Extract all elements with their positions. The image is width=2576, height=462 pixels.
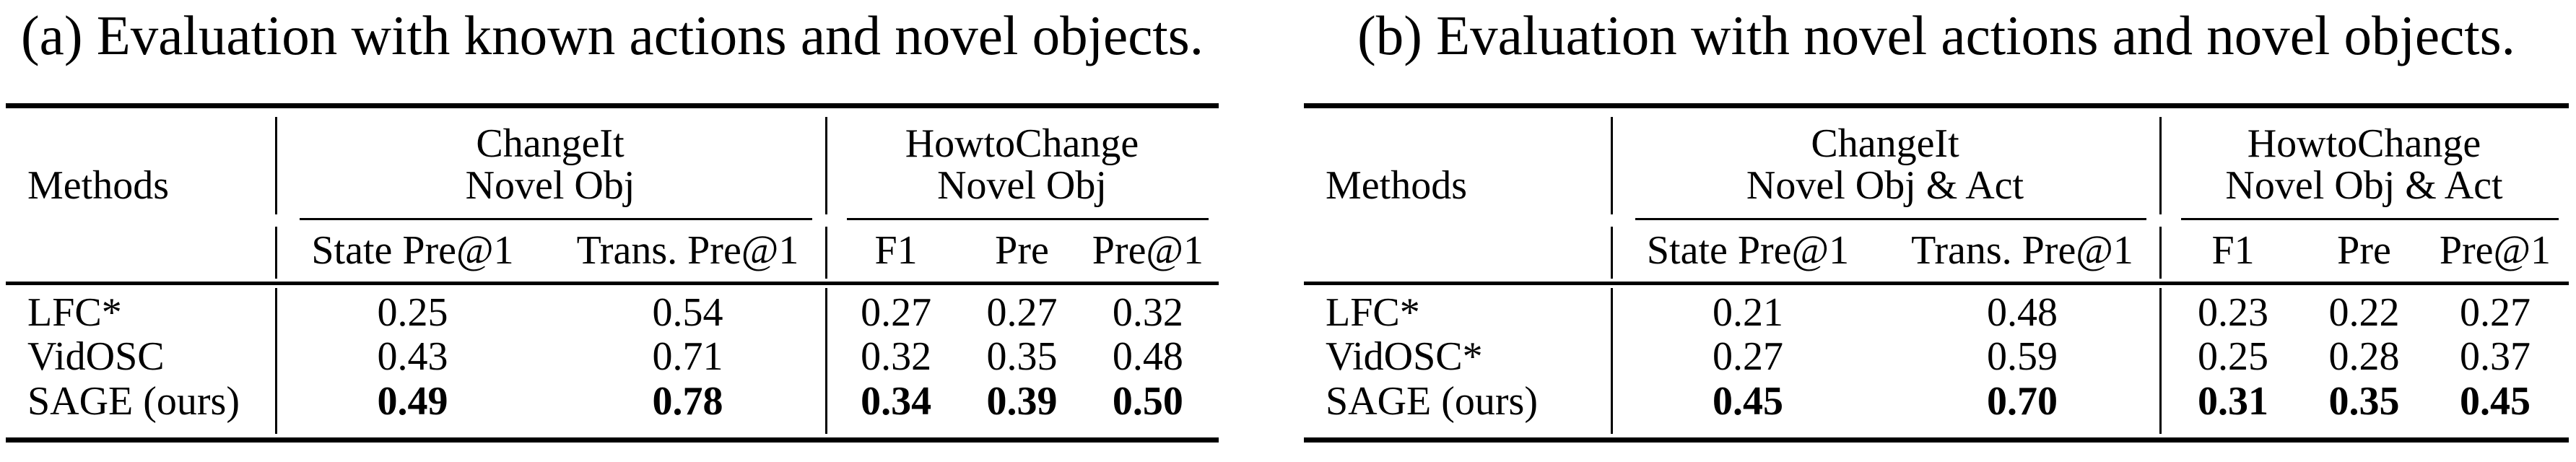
table-b-toprule: [1304, 103, 2569, 108]
value-cell-best: 0.50: [1112, 379, 1183, 424]
subcol-state-pre1: State Pre@1: [311, 228, 514, 273]
table-a-vertical-divider: [275, 227, 277, 279]
table-b-bottomrule: [1304, 437, 2569, 443]
table-a-toprule: [6, 103, 1219, 108]
value-cell: 0.27: [861, 290, 932, 335]
subcol-pre1: Pre@1: [1092, 228, 1204, 273]
table-b-vertical-divider: [2159, 227, 2162, 279]
value-cell: 0.27: [2459, 290, 2531, 335]
value-cell-best: 0.35: [2328, 379, 2400, 424]
method-cell: LFC*: [27, 290, 122, 335]
subcol-trans-pre1: Trans. Pre@1: [1911, 228, 2133, 273]
group-header-changeit-split: Novel Obj: [465, 163, 635, 208]
value-cell-best: 0.45: [2459, 379, 2531, 424]
value-cell: 0.21: [1713, 290, 1783, 335]
methods-header: Methods: [1326, 163, 1467, 208]
method-cell: SAGE (ours): [27, 379, 240, 424]
table-a-cmidrule-howtochange: [847, 218, 1209, 220]
subcol-trans-pre1: Trans. Pre@1: [576, 228, 799, 273]
value-cell-best: 0.39: [986, 379, 1058, 424]
group-header-changeit-split: Novel Obj & Act: [1746, 163, 2024, 208]
value-cell: 0.27: [986, 290, 1058, 335]
method-cell: SAGE (ours): [1326, 379, 1538, 424]
table-a-bottomrule: [6, 437, 1219, 443]
table-b-cmidrule-howtochange: [2181, 218, 2559, 220]
value-cell: 0.32: [861, 334, 932, 379]
value-cell: 0.23: [2198, 290, 2269, 335]
value-cell: 0.48: [1112, 334, 1183, 379]
table-b-vertical-divider: [2159, 117, 2162, 214]
value-cell: 0.37: [2459, 334, 2531, 379]
group-header-howtochange-dataset: HowtoChange: [905, 121, 1139, 166]
table-a-vertical-divider: [825, 288, 827, 434]
value-cell-best: 0.70: [1987, 379, 2058, 424]
group-header-changeit-dataset: ChangeIt: [476, 121, 625, 166]
group-header-howtochange-dataset: HowtoChange: [2247, 121, 2481, 166]
value-cell: 0.59: [1987, 334, 2058, 379]
value-cell: 0.27: [1713, 334, 1783, 379]
value-cell-best: 0.34: [861, 379, 932, 424]
table-b-vertical-divider: [2159, 288, 2162, 434]
table-a-caption: (a) Evaluation with known actions and no…: [21, 4, 1204, 66]
table-a-midrule: [6, 282, 1219, 285]
subcol-pre: Pre: [2337, 228, 2391, 273]
table-a-cmidrule-changeit: [300, 218, 812, 220]
table-b-panel: (b) Evaluation with novel actions and no…: [1304, 0, 2569, 462]
value-cell-best: 0.31: [2198, 379, 2269, 424]
method-cell: VidOSC: [27, 334, 165, 379]
method-cell: VidOSC*: [1326, 334, 1483, 379]
value-cell: 0.48: [1987, 290, 2058, 335]
value-cell: 0.32: [1112, 290, 1183, 335]
value-cell: 0.54: [652, 290, 723, 335]
value-cell-best: 0.45: [1713, 379, 1783, 424]
subcol-pre: Pre: [995, 228, 1049, 273]
value-cell: 0.71: [652, 334, 723, 379]
value-cell: 0.25: [2198, 334, 2269, 379]
table-b-vertical-divider: [1611, 117, 1613, 214]
group-header-howtochange-split: Novel Obj: [937, 163, 1107, 208]
table-b-midrule: [1304, 282, 2569, 285]
subcol-state-pre1: State Pre@1: [1646, 228, 1850, 273]
value-cell: 0.28: [2328, 334, 2400, 379]
group-header-changeit-dataset: ChangeIt: [1811, 121, 1959, 166]
table-a-vertical-divider: [825, 117, 827, 214]
table-b-vertical-divider: [1611, 288, 1613, 434]
method-cell: LFC*: [1326, 290, 1420, 335]
table-a-vertical-divider: [275, 288, 277, 434]
value-cell: 0.25: [377, 290, 448, 335]
value-cell: 0.22: [2328, 290, 2400, 335]
table-b-vertical-divider: [1611, 227, 1613, 279]
table-b-caption: (b) Evaluation with novel actions and no…: [1357, 4, 2515, 66]
table-a-vertical-divider: [825, 227, 827, 279]
subcol-f1: F1: [874, 228, 918, 273]
group-header-howtochange-split: Novel Obj & Act: [2225, 163, 2503, 208]
subcol-pre1: Pre@1: [2439, 228, 2551, 273]
value-cell-best: 0.78: [652, 379, 723, 424]
value-cell: 0.43: [377, 334, 448, 379]
table-b-cmidrule-changeit: [1635, 218, 2146, 220]
methods-header: Methods: [27, 163, 169, 208]
value-cell-best: 0.49: [377, 379, 448, 424]
subcol-f1: F1: [2211, 228, 2255, 273]
table-a-panel: (a) Evaluation with known actions and no…: [6, 0, 1219, 462]
table-a-vertical-divider: [275, 117, 277, 214]
value-cell: 0.35: [986, 334, 1058, 379]
